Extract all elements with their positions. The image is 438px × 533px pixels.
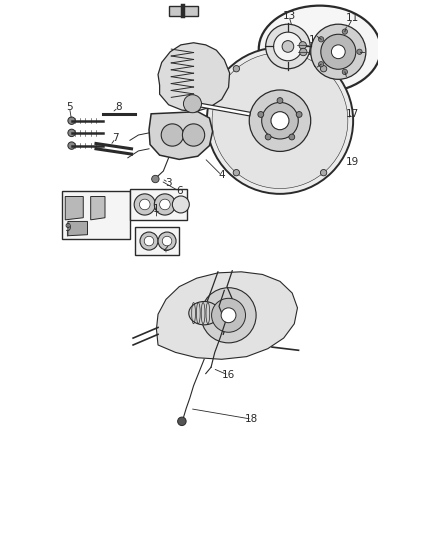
Circle shape [261,102,298,139]
Circle shape [266,24,310,69]
Text: 13: 13 [283,11,296,21]
Circle shape [178,417,186,425]
Circle shape [68,129,75,136]
Circle shape [282,41,294,52]
Circle shape [207,47,353,194]
Circle shape [299,42,307,49]
Ellipse shape [259,6,381,93]
Circle shape [277,98,283,103]
Circle shape [212,53,348,189]
Ellipse shape [189,302,219,325]
Text: 11: 11 [346,13,359,23]
Circle shape [274,32,302,61]
Circle shape [68,117,75,124]
Circle shape [271,112,289,130]
Text: 2: 2 [162,243,170,253]
Text: 7: 7 [112,133,119,143]
Text: 6: 6 [176,186,183,196]
Text: 4: 4 [218,171,225,180]
Text: 3: 3 [165,177,172,188]
Polygon shape [65,197,83,220]
Polygon shape [158,43,230,112]
Circle shape [318,62,324,67]
Text: 15: 15 [309,35,322,45]
Circle shape [184,95,201,113]
Text: 1: 1 [153,204,160,214]
Circle shape [162,236,172,246]
Text: 5: 5 [66,102,73,112]
Text: 18: 18 [245,414,258,424]
Circle shape [158,232,176,250]
Bar [135,227,179,255]
Text: 19: 19 [346,157,359,166]
Circle shape [201,288,256,343]
Circle shape [342,69,347,75]
Circle shape [311,24,366,79]
Text: 8: 8 [115,102,122,112]
Circle shape [318,37,324,42]
Circle shape [134,194,155,215]
Bar [130,189,187,220]
Circle shape [68,142,75,149]
Circle shape [321,34,356,69]
Circle shape [289,134,295,140]
Text: 16: 16 [222,370,235,380]
Circle shape [139,199,150,210]
Circle shape [265,134,271,140]
Circle shape [233,169,240,176]
Circle shape [342,29,347,34]
Bar [62,191,130,239]
Polygon shape [149,112,212,159]
Circle shape [140,232,158,250]
Text: 9: 9 [64,223,71,233]
Circle shape [172,196,189,213]
Circle shape [221,308,236,322]
Circle shape [321,66,327,72]
Circle shape [152,175,159,183]
Polygon shape [68,221,88,236]
Text: 12: 12 [313,59,326,69]
Polygon shape [91,197,105,220]
Circle shape [332,45,345,59]
Circle shape [182,124,205,146]
Circle shape [154,194,176,215]
Circle shape [161,124,184,146]
Circle shape [300,49,307,56]
Circle shape [296,111,302,117]
Text: 17: 17 [346,109,359,119]
Text: 14: 14 [268,43,281,53]
Circle shape [159,199,170,210]
Circle shape [258,111,264,117]
Bar [169,6,198,16]
Circle shape [144,236,154,246]
Circle shape [357,49,362,54]
Circle shape [212,298,246,332]
Circle shape [321,169,327,176]
Polygon shape [156,272,297,359]
Circle shape [249,90,311,151]
Circle shape [233,66,240,72]
